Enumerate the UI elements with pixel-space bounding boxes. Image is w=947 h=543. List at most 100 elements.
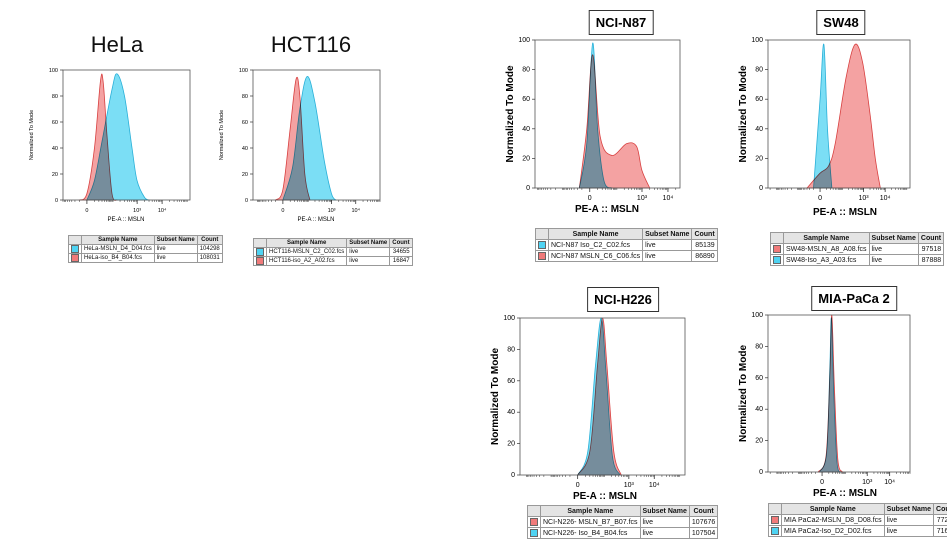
- legend-table: Sample Name Subset Name Count HeLa-MSLN_D4_…: [68, 235, 223, 263]
- legend-column-header: Sample Name: [781, 503, 885, 515]
- count: 77202: [933, 514, 947, 526]
- count: 107504: [688, 527, 719, 539]
- y-tick-label: 100: [503, 315, 515, 322]
- y-tick-label: 100: [518, 37, 530, 44]
- legend-table: Sample Name Subset Name Count SW48-MSLN_A8_…: [770, 232, 945, 266]
- y-tick-label: 20: [755, 155, 763, 162]
- y-tick-label: 80: [522, 67, 530, 74]
- x-tick-label: 0: [576, 482, 580, 489]
- y-tick-label: 100: [49, 68, 58, 74]
- x-tick-label: 10⁴: [158, 207, 167, 214]
- legend-row: NCI-N226- Iso_B4_B04.fcs live 107504: [527, 527, 719, 539]
- y-axis-label: Normalized To Mode: [219, 110, 225, 160]
- subset-name: live: [883, 525, 935, 537]
- y-tick-label: 20: [507, 441, 515, 448]
- legend-table: Sample Name Subset Name Count NCI-N87 Iso_C…: [535, 228, 718, 262]
- y-tick-label: 100: [751, 312, 763, 319]
- y-tick-label: 40: [755, 406, 763, 413]
- legend-swatch-blue: [538, 241, 546, 249]
- x-axis-label: PE-A :: MSLN: [813, 488, 877, 499]
- x-axis-label: PE-A :: MSLN: [575, 204, 639, 215]
- legend-swatch-red: [773, 245, 781, 253]
- swatch-header: [768, 503, 782, 515]
- x-tick-label: 0: [818, 195, 822, 202]
- legend-swatch-blue: [256, 248, 264, 256]
- x-tick-label: 0: [85, 208, 88, 214]
- histogram-series-blue: [818, 317, 842, 473]
- x-axis-label: PE-A :: MSLN: [813, 207, 877, 218]
- x-tick-label: 10⁴: [663, 195, 674, 202]
- plot-frame: [534, 39, 681, 189]
- sample-name: HCT116-iso_A2_A02.fcs: [265, 256, 348, 266]
- x-tick-label: 10⁴: [351, 207, 360, 214]
- x-tick-label: 10⁴: [884, 479, 895, 486]
- plot-frame: [519, 317, 686, 476]
- legend-column-header: Subset Name: [639, 505, 690, 517]
- y-tick-label: 20: [522, 155, 530, 162]
- y-tick-label: 80: [755, 67, 763, 74]
- legend-swatch-red: [71, 254, 79, 262]
- x-tick-label: 10³: [862, 479, 873, 486]
- legend-swatch-cell: [527, 527, 541, 539]
- legend-swatch-cell: [68, 253, 82, 263]
- y-tick-label: 60: [242, 120, 248, 126]
- y-tick-label: 80: [507, 346, 515, 353]
- y-tick-label: 0: [55, 198, 58, 204]
- legend-row: SW48-MSLN_A8_A08.fcs live 97518: [770, 243, 945, 255]
- count: 87888: [917, 254, 945, 266]
- histogram-series-red: [274, 76, 311, 201]
- legend-swatch-blue: [773, 256, 781, 264]
- y-tick-label: 0: [245, 198, 248, 204]
- subset-name: live: [883, 514, 935, 526]
- legend-swatch-cell: [768, 514, 782, 526]
- plot-frame: [62, 69, 191, 201]
- y-tick-label: 60: [507, 378, 515, 385]
- y-tick-label: 60: [755, 96, 763, 103]
- y-tick-label: 60: [755, 375, 763, 382]
- y-tick-label: 80: [52, 94, 58, 100]
- legend-swatch-blue: [71, 245, 79, 253]
- y-tick-label: 100: [239, 68, 248, 74]
- y-tick-label: 60: [522, 96, 530, 103]
- count: 16847: [389, 256, 413, 266]
- x-tick-label: 10³: [637, 195, 648, 202]
- y-axis-label: Normalized To Mode: [505, 65, 516, 162]
- x-axis-label: PE-A :: MSLN: [297, 217, 334, 223]
- sample-name: MIA PaCa2-Iso_D2_D02.fcs: [781, 525, 885, 537]
- y-tick-label: 0: [511, 472, 515, 479]
- y-tick-label: 40: [52, 146, 58, 152]
- x-tick-label: 10⁴: [880, 195, 891, 202]
- legend-swatch-cell: [770, 254, 784, 266]
- legend-row: MIA PaCa2-Iso_D2_D02.fcslive71691: [768, 525, 947, 537]
- legend-swatch-cell: [768, 525, 782, 537]
- y-tick-label: 40: [755, 126, 763, 133]
- sample-name: NCI-N87 MSLN_C6_C06.fcs: [547, 250, 644, 262]
- y-tick-label: 80: [242, 94, 248, 100]
- legend-table: Sample Name Subset Name Count NCI-N226- MSL…: [527, 505, 719, 539]
- y-tick-label: 0: [526, 185, 530, 192]
- y-tick-label: 0: [759, 185, 763, 192]
- y-tick-label: 40: [242, 146, 248, 152]
- plot-frame: [252, 69, 381, 201]
- x-tick-label: 0: [281, 208, 284, 214]
- legend-column-header: Subset Name: [883, 503, 935, 515]
- sample-name: NCI-N226- Iso_B4_B04.fcs: [540, 527, 641, 539]
- y-tick-label: 40: [522, 126, 530, 133]
- x-tick-label: 10³: [328, 208, 336, 214]
- histogram-series-red: [578, 54, 651, 189]
- y-tick-label: 60: [52, 120, 58, 126]
- legend-swatch-red: [530, 518, 538, 526]
- x-tick-label: 10³: [133, 208, 141, 214]
- legend-swatch-blue: [530, 529, 538, 537]
- y-tick-label: 100: [751, 37, 763, 44]
- y-tick-label: 20: [755, 438, 763, 445]
- x-tick-label: 0: [820, 479, 824, 486]
- x-tick-label: 0: [588, 195, 592, 202]
